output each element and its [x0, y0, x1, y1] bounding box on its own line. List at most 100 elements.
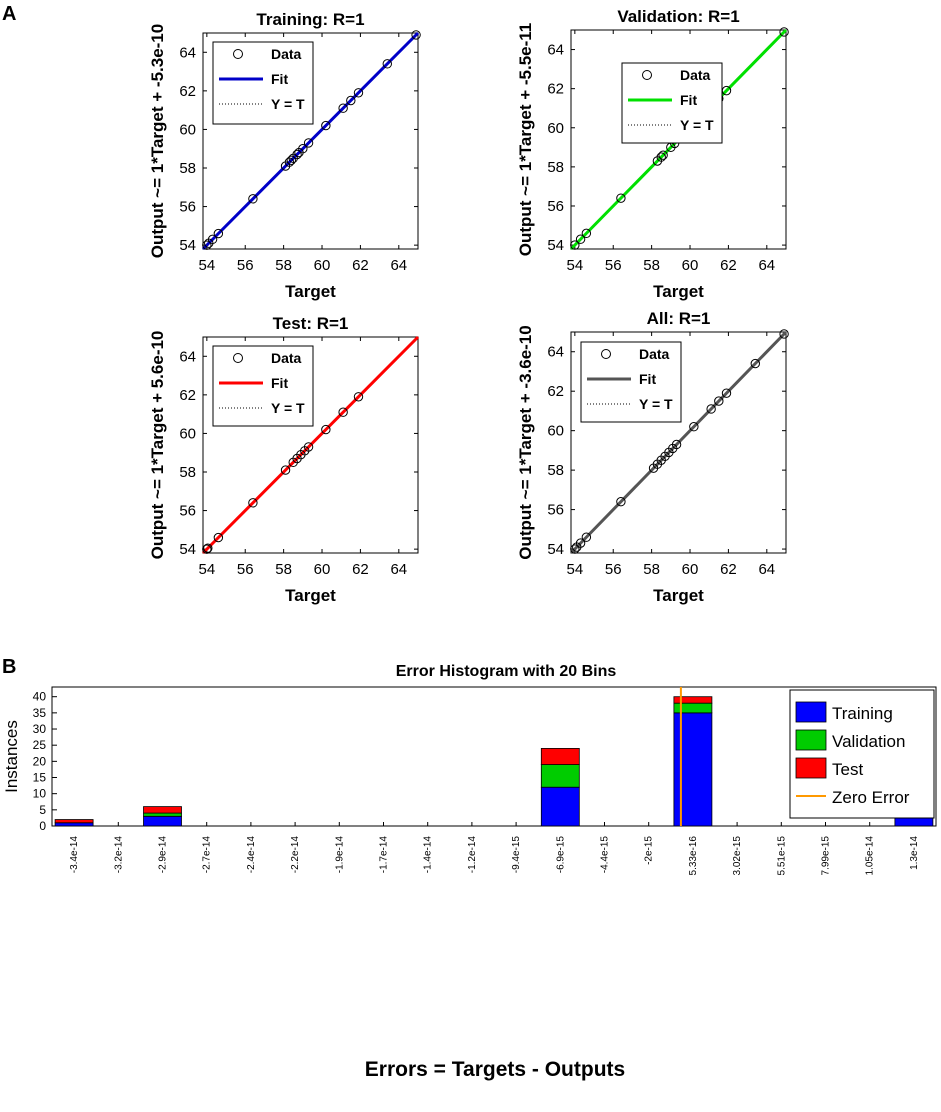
x-tick-label: -1.7e-14 [379, 836, 390, 874]
data-point [411, 30, 421, 40]
bar-segment-test [54, 819, 94, 824]
legend-data-label: Data [639, 346, 670, 362]
legend-label-test: Test [832, 760, 863, 779]
bar-segment-test [673, 696, 713, 704]
x-tick-label: 54 [198, 561, 215, 578]
data-point [721, 388, 732, 398]
data-point [280, 465, 291, 475]
y-tick-label: 58 [547, 462, 564, 479]
y-tick-label: 20 [33, 754, 47, 768]
scatter-training: 54 56 58 60 62 64 54 56 58 60 62 64 Training: R=1 Tar… [148, 10, 421, 301]
bar-segment-training [673, 712, 713, 827]
data-point [353, 392, 364, 402]
y-axis-label: Output ~= 1*Target + -3.6e-10 [516, 325, 535, 559]
data-point [207, 234, 218, 245]
x-tick-label: 58 [275, 561, 292, 578]
data-point [656, 152, 666, 162]
data-point [581, 228, 592, 239]
fit-line [569, 330, 788, 555]
legend-fit-label: Fit [271, 71, 288, 87]
x-tick-label: 60 [682, 257, 699, 274]
data-point [575, 234, 586, 244]
data-point [570, 544, 580, 554]
data-point [671, 439, 682, 450]
y-tick-label: 64 [179, 348, 196, 365]
x-tick-label: -2e-15 [644, 836, 655, 865]
bar-segment-training [540, 786, 580, 827]
x-tick-label: -1.4e-14 [423, 836, 434, 874]
data-point [575, 538, 586, 548]
x-tick-label: 56 [605, 257, 622, 274]
error-histogram: 0 5 10 15 20 25 30 35 40 -3.4e-14 -3.2e-14 -2.9e-14… [2, 663, 937, 1081]
legend-data-label: Data [271, 46, 302, 62]
x-tick-label: -2.2e-14 [290, 836, 301, 874]
x-tick-label: 7.99e-15 [821, 836, 832, 876]
data-point [321, 120, 331, 131]
chart-title: Error Histogram with 20 Bins [396, 663, 617, 680]
data-point [382, 59, 392, 69]
legend-fit-label: Fit [680, 92, 697, 108]
y-tick-label: 62 [547, 81, 564, 98]
x-tick-label: 62 [352, 561, 369, 578]
x-tick-label: 1.3e-14 [909, 836, 920, 870]
legend-data-marker [642, 70, 652, 80]
legend-data-marker [233, 353, 243, 363]
x-tick-label: -3.2e-14 [113, 836, 124, 874]
x-tick-label: 1.05e-14 [865, 836, 876, 876]
x-tick-label: -9.4e-15 [511, 836, 522, 874]
x-axis-label: Target [653, 282, 704, 301]
y-tick-label: 58 [179, 160, 196, 177]
plot-area [51, 686, 937, 827]
x-tick-label: 60 [314, 257, 331, 274]
legend-label-validation: Validation [832, 732, 905, 751]
y-tick-label: 56 [547, 198, 564, 215]
legend-swatch-training [795, 701, 827, 723]
x-tick-label: 58 [643, 257, 660, 274]
y-tick-label: 0 [39, 819, 46, 833]
x-axis-label: Target [285, 586, 336, 605]
data-point [750, 358, 760, 369]
bar-segment-validation [540, 764, 580, 788]
data-point [689, 422, 699, 432]
x-tick-label: -1.9e-14 [334, 836, 345, 874]
x-tick-label: 60 [682, 561, 699, 578]
fit-line [201, 335, 420, 555]
x-tick-label: 64 [390, 561, 407, 578]
legend-box [580, 341, 682, 423]
legend-identity-label: Y = T [680, 117, 714, 133]
data-point [706, 404, 716, 414]
x-tick-label: 58 [275, 257, 292, 274]
legend-fit-label: Fit [271, 375, 288, 391]
data-point [338, 407, 348, 417]
y-tick-label: 25 [33, 738, 47, 752]
scatter-validation: 54 56 58 60 62 64 54 56 58 60 62 64 Validation: R=1 T… [516, 7, 789, 301]
y-axis-label: Instances [2, 720, 21, 793]
data-point [353, 88, 364, 98]
data-point [616, 193, 626, 203]
x-tick-label: -2.7e-14 [202, 836, 213, 874]
y-tick-label: 54 [547, 541, 564, 558]
x-tick-label: 3.02e-15 [732, 836, 743, 876]
y-tick-label: 62 [547, 383, 564, 400]
chart-title: Training: R=1 [256, 10, 364, 29]
y-tick-label: 58 [547, 159, 564, 176]
legend-swatch-validation [795, 729, 827, 751]
x-tick-label: 54 [198, 257, 215, 274]
y-tick-label: 60 [179, 121, 196, 138]
x-tick-label: 60 [314, 561, 331, 578]
x-tick-label: 56 [237, 257, 254, 274]
y-tick-label: 56 [547, 502, 564, 519]
x-tick-label: 54 [566, 561, 583, 578]
y-tick-label: 64 [179, 44, 196, 61]
x-tick-label: 62 [720, 257, 737, 274]
bar-segment-training [54, 822, 94, 827]
data-point [779, 27, 789, 37]
data-point [658, 150, 668, 160]
x-tick-label: -6.9e-15 [555, 836, 566, 874]
bar-segment-test [143, 806, 182, 814]
data-point [779, 329, 789, 339]
x-tick-label: 5.33e-16 [688, 836, 699, 876]
y-tick-label: 60 [547, 120, 564, 137]
legend-data-marker [601, 349, 611, 359]
y-tick-label: 15 [33, 771, 47, 785]
